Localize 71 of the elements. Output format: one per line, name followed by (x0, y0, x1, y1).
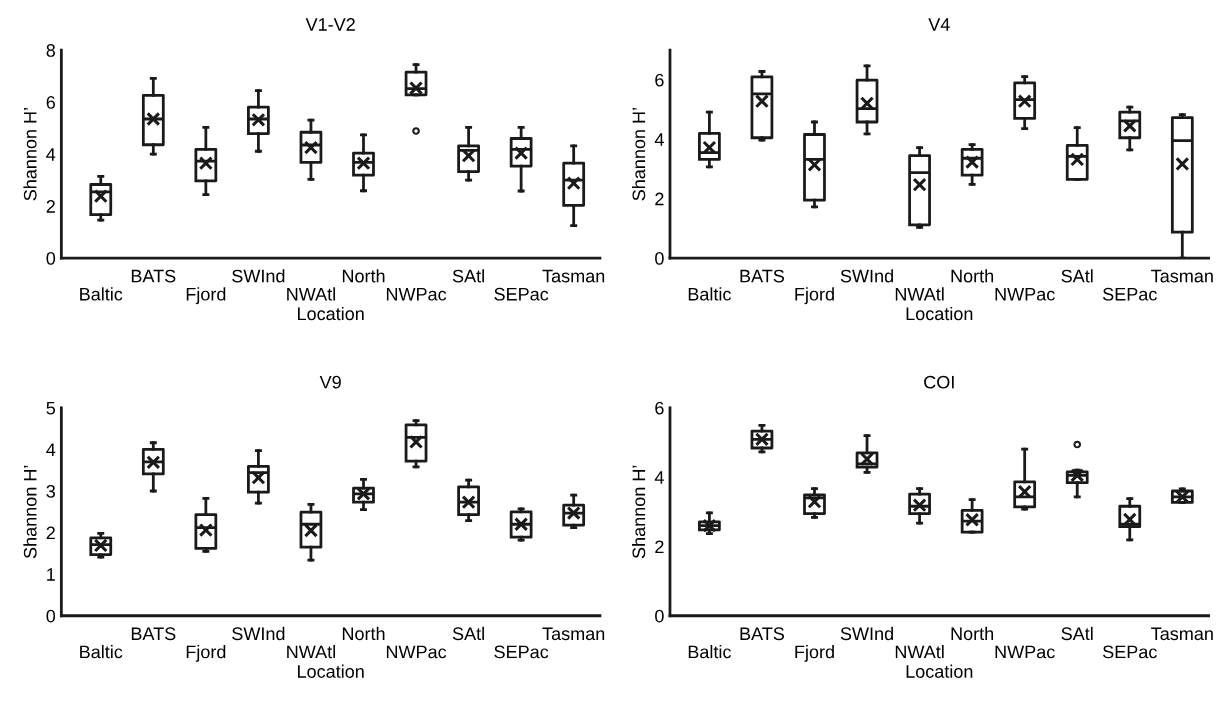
x-tick-label: NWPac (995, 287, 1055, 301)
y-tick-label: 0 (46, 609, 56, 623)
y-tick-label: 6 (655, 73, 664, 87)
y-tick-label: 3 (46, 484, 55, 498)
x-tick-label: North (342, 626, 385, 641)
y-tick-label: 8 (46, 44, 56, 57)
x-tick-label: NWAtl (287, 645, 335, 659)
x-axis-title: Location (298, 664, 364, 678)
y-tick-label: 0 (46, 252, 56, 265)
x-tick-label: SAtl (1061, 269, 1093, 283)
y-tick-label: 4 (46, 443, 56, 456)
x-tick-label: Tasman (1151, 269, 1213, 283)
x-tick-label: BATS (740, 269, 785, 283)
x-tick-label: Baltic (688, 287, 731, 301)
x-tick-label: SEPac (494, 287, 549, 301)
x-tick-label: SEPac (494, 645, 549, 659)
y-tick-label: 0 (655, 252, 664, 265)
x-tick-label: Tasman (542, 627, 605, 641)
y-tick-label: 1 (47, 568, 55, 581)
y-tick-label: 0 (655, 609, 664, 623)
y-tick-label: 2 (655, 192, 664, 206)
x-tick-label: North (951, 626, 994, 641)
x-tick-label: BATS (740, 627, 785, 641)
y-tick-label: 4 (654, 133, 664, 146)
x-tick-label: SEPac (1102, 645, 1157, 659)
chart-title: V9 (319, 375, 341, 389)
y-tick-label: 4 (654, 471, 664, 484)
x-tick-label: SWInd (232, 269, 285, 283)
x-tick-label: North (342, 269, 385, 283)
y-tick-label: 2 (46, 526, 55, 540)
x-tick-label: NWPac (386, 287, 447, 301)
y-tick-label: 4 (46, 148, 56, 161)
x-tick-label: North (951, 269, 994, 283)
x-tick-label: Fjord (186, 645, 226, 662)
x-tick-label: Fjord (795, 645, 834, 662)
x-tick-label: Baltic (80, 287, 123, 301)
x-tick-label: BATS (131, 627, 176, 641)
x-axis-title: Location (906, 664, 973, 678)
x-tick-label: SAtl (452, 626, 484, 641)
x-tick-label: SAtl (1061, 626, 1093, 641)
y-axis-title: Shannon H’ (23, 108, 37, 201)
x-tick-label: SWInd (840, 269, 893, 283)
x-tick-label: NWAtl (895, 645, 944, 659)
x-tick-label: NWPac (386, 645, 447, 659)
x-tick-label: NWAtl (895, 287, 944, 301)
y-axis-title: Shannon H’ (632, 465, 646, 559)
y-axis-title: Shannon H’ (23, 465, 37, 559)
y-tick-label: 2 (46, 200, 55, 213)
chart-title: V1-V2 (305, 18, 355, 31)
x-tick-label: SAtl (452, 269, 484, 283)
x-tick-label: Tasman (1151, 627, 1213, 641)
x-tick-label: Baltic (80, 645, 123, 659)
y-tick-label: 5 (46, 401, 56, 415)
y-axis-title: Shannon H’ (632, 108, 646, 201)
chart-title: COI (924, 375, 954, 389)
chart-title: V4 (928, 18, 950, 31)
y-tick-label: 6 (46, 96, 55, 109)
x-tick-label: SWInd (232, 626, 285, 641)
x-tick-label: Baltic (688, 645, 731, 659)
x-tick-label: BATS (131, 269, 176, 283)
x-tick-label: Fjord (186, 287, 226, 305)
x-tick-label: SWInd (840, 626, 893, 641)
x-tick-label: NWAtl (287, 287, 335, 301)
x-tick-label: SEPac (1102, 287, 1157, 301)
x-tick-label: NWPac (995, 645, 1055, 659)
x-axis-title: Location (906, 306, 973, 321)
y-tick-label: 2 (655, 540, 664, 553)
x-tick-label: Fjord (795, 287, 834, 305)
x-axis-title: Location (298, 306, 364, 321)
x-tick-label: Tasman (542, 269, 605, 283)
y-tick-label: 6 (655, 401, 664, 415)
